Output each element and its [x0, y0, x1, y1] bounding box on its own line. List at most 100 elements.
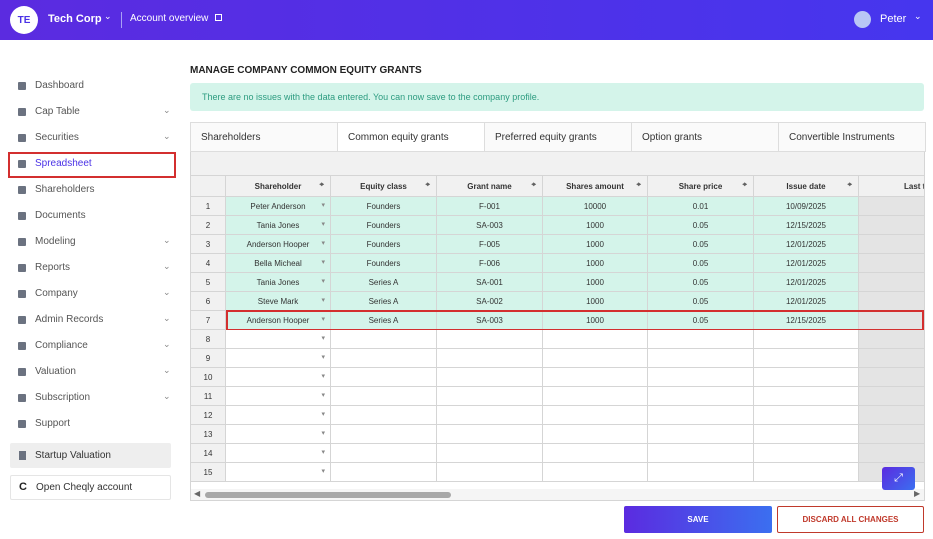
cell[interactable]: Series A: [331, 292, 437, 311]
cell[interactable]: ▾: [226, 463, 331, 482]
cell[interactable]: [331, 368, 437, 387]
cell[interactable]: 1000: [543, 273, 648, 292]
cell[interactable]: [754, 368, 859, 387]
cell[interactable]: Founders: [331, 197, 437, 216]
tab-label[interactable]: Option grants: [642, 132, 703, 143]
label[interactable]: Startup Valuation: [35, 450, 111, 461]
nav-item[interactable]: Cap Table: [35, 106, 80, 117]
tab-label[interactable]: Preferred equity grants: [495, 132, 597, 143]
cell[interactable]: [754, 330, 859, 349]
cell[interactable]: [331, 444, 437, 463]
cell[interactable]: [754, 463, 859, 482]
cell[interactable]: 12/01/2025: [754, 292, 859, 311]
cell[interactable]: [754, 387, 859, 406]
nav-item[interactable]: Company: [35, 288, 78, 299]
cell[interactable]: SA-002: [437, 292, 543, 311]
column-header[interactable]: Shares amount ⌖: [543, 176, 648, 197]
column-header[interactable]: Shareholder ⌖: [226, 176, 331, 197]
cell[interactable]: [754, 425, 859, 444]
column-header[interactable]: Issue date ⌖: [754, 176, 859, 197]
cell[interactable]: 0.05: [648, 216, 754, 235]
cell[interactable]: Series A: [331, 273, 437, 292]
cell[interactable]: [331, 406, 437, 425]
cell[interactable]: F-005: [437, 235, 543, 254]
tab[interactable]: Option grants: [631, 122, 779, 152]
cell[interactable]: 0.01: [648, 197, 754, 216]
cell[interactable]: [754, 349, 859, 368]
tab-label[interactable]: Convertible Instruments: [789, 132, 895, 143]
cell[interactable]: ▾: [226, 425, 331, 444]
cell[interactable]: ▾: [226, 330, 331, 349]
expand-button[interactable]: ⤢: [882, 467, 915, 490]
cell[interactable]: [437, 463, 543, 482]
cell[interactable]: [543, 444, 648, 463]
save-button[interactable]: SAVE: [624, 506, 772, 533]
cell[interactable]: ▾: [226, 444, 331, 463]
cell[interactable]: 12/01/2025: [754, 254, 859, 273]
cell[interactable]: [648, 330, 754, 349]
cell[interactable]: 1000: [543, 254, 648, 273]
cell[interactable]: [648, 406, 754, 425]
cell[interactable]: Bella Micheal ▾: [226, 254, 331, 273]
cell[interactable]: [437, 406, 543, 425]
cell[interactable]: [754, 406, 859, 425]
cell[interactable]: [754, 444, 859, 463]
account-link[interactable]: Account overview: [130, 13, 209, 24]
nav-item[interactable]: Dashboard: [35, 80, 84, 91]
cell[interactable]: SA-001: [437, 273, 543, 292]
cell[interactable]: 1000: [543, 292, 648, 311]
user-avatar[interactable]: [854, 11, 871, 28]
cell[interactable]: 12/01/2025: [754, 235, 859, 254]
cell[interactable]: ▾: [226, 368, 331, 387]
cell[interactable]: [543, 425, 648, 444]
cell[interactable]: Peter Anderson ▾: [226, 197, 331, 216]
nav-item[interactable]: Reports: [35, 262, 71, 273]
cell[interactable]: [437, 368, 543, 387]
cell[interactable]: F-001: [437, 197, 543, 216]
cell[interactable]: 0.05: [648, 292, 754, 311]
nav-item[interactable]: Shareholders: [35, 184, 95, 195]
column-header[interactable]: Share price ⌖: [648, 176, 754, 197]
column-header[interactable]: Last t: [859, 176, 924, 197]
nav-item[interactable]: Subscription: [35, 392, 91, 403]
tab[interactable]: Convertible Instruments: [778, 122, 926, 152]
cell[interactable]: [437, 387, 543, 406]
cell[interactable]: 10/09/2025: [754, 197, 859, 216]
cell[interactable]: [543, 406, 648, 425]
cell[interactable]: Founders: [331, 216, 437, 235]
cell[interactable]: [331, 330, 437, 349]
cell[interactable]: Tania Jones ▾: [226, 216, 331, 235]
cell[interactable]: SA-003: [437, 216, 543, 235]
cell[interactable]: Tania Jones ▾: [226, 273, 331, 292]
cell[interactable]: [437, 349, 543, 368]
cell[interactable]: [648, 425, 754, 444]
user-name[interactable]: Peter: [880, 13, 907, 25]
tab[interactable]: Common equity grants: [337, 122, 485, 152]
nav-item[interactable]: Admin Records: [35, 314, 104, 325]
nav-item[interactable]: Compliance: [35, 340, 88, 351]
nav-item[interactable]: Modeling: [35, 236, 76, 247]
column-header[interactable]: Equity class ⌖: [331, 176, 437, 197]
cell[interactable]: ▾: [226, 349, 331, 368]
cell[interactable]: [437, 425, 543, 444]
cell[interactable]: [543, 368, 648, 387]
cell[interactable]: [543, 330, 648, 349]
cell[interactable]: [648, 444, 754, 463]
cell[interactable]: [543, 463, 648, 482]
nav-item[interactable]: Valuation: [35, 366, 76, 377]
discard-button[interactable]: DISCARD ALL CHANGES: [777, 506, 924, 533]
scrollbar-thumb[interactable]: [205, 492, 451, 498]
tab[interactable]: Preferred equity grants: [484, 122, 632, 152]
cell[interactable]: [331, 387, 437, 406]
cell[interactable]: [648, 368, 754, 387]
cell[interactable]: 12/15/2025: [754, 216, 859, 235]
cell[interactable]: ▾: [226, 387, 331, 406]
cell[interactable]: [648, 463, 754, 482]
cell[interactable]: 0.05: [648, 254, 754, 273]
cell[interactable]: F-006: [437, 254, 543, 273]
cell[interactable]: [543, 349, 648, 368]
nav-item[interactable]: Spreadsheet: [35, 158, 92, 169]
column-header[interactable]: Grant name ⌖: [437, 176, 543, 197]
label[interactable]: Open Cheqly account: [36, 482, 133, 493]
cell[interactable]: [331, 349, 437, 368]
